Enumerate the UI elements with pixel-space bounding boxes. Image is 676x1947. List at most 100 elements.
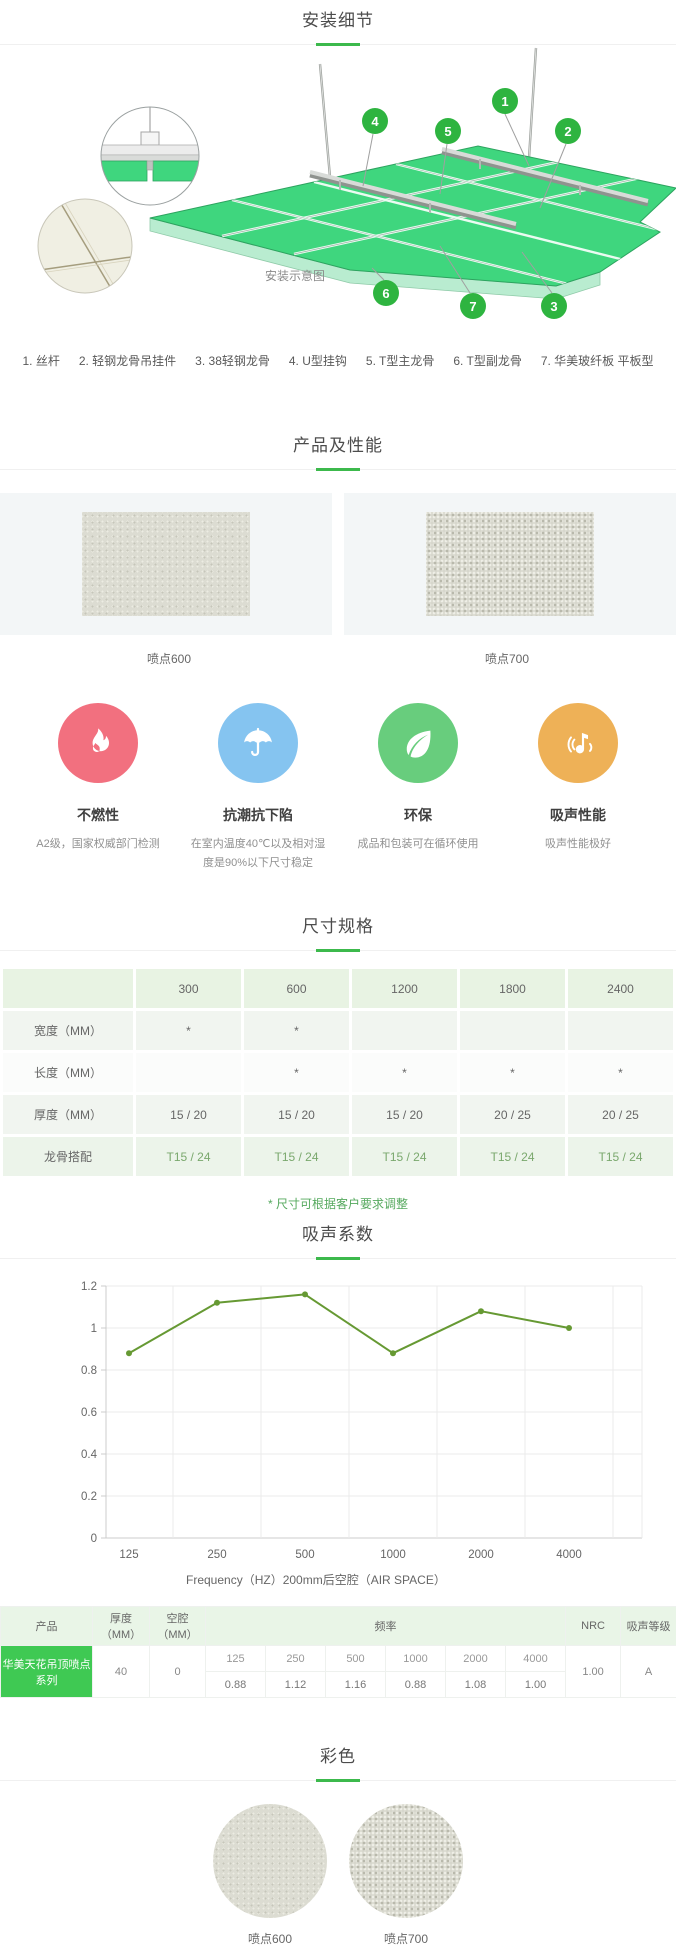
sample-panel-700 bbox=[344, 493, 676, 635]
size-table-header-cell bbox=[3, 969, 133, 1008]
callout-number: 7 bbox=[469, 299, 476, 314]
feature-title: 环保 bbox=[346, 805, 490, 825]
y-tick-label: 0.6 bbox=[81, 1407, 97, 1419]
callout-number: 2 bbox=[564, 124, 571, 139]
callout-number: 1 bbox=[501, 94, 508, 109]
feature-circle-acoustic bbox=[538, 703, 618, 783]
callout-1: 1 bbox=[492, 88, 518, 114]
callout-number: 6 bbox=[382, 286, 389, 301]
legend-item: 6. T型副龙骨 bbox=[453, 352, 521, 369]
chart-point bbox=[214, 1300, 220, 1306]
abs-value-cell: 0.88 bbox=[386, 1672, 446, 1698]
feature-desc: 吸声性能极好 bbox=[506, 835, 650, 854]
size-table-cell: T15 / 24 bbox=[568, 1137, 673, 1176]
callout-7: 7 bbox=[460, 293, 486, 319]
y-tick-label: 0.2 bbox=[81, 1491, 97, 1503]
feature-circle-eco bbox=[378, 703, 458, 783]
divider-green-dash bbox=[316, 1779, 360, 1782]
installation-diagram: 1 2 3 4 5 6 7 安装示意图 bbox=[0, 46, 676, 338]
divider-green-dash bbox=[316, 1257, 360, 1260]
abs-thickness-cell: 40 bbox=[93, 1646, 150, 1698]
hanger-rod bbox=[320, 64, 330, 177]
feature-list: 不燃性 A2级，国家权威部门检测 抗潮抗下陷 在室内温度40℃以及相对湿度是90… bbox=[0, 703, 676, 872]
callout-6: 6 bbox=[373, 280, 399, 306]
size-table-row-label: 龙骨搭配 bbox=[3, 1137, 133, 1176]
x-tick-label: 125 bbox=[119, 1549, 138, 1561]
section-divider bbox=[0, 1779, 676, 1782]
size-table-header-cell: 1800 bbox=[460, 969, 565, 1008]
flame-icon bbox=[80, 725, 116, 761]
size-table-cell: 20 / 25 bbox=[568, 1095, 673, 1134]
size-table-cell bbox=[460, 1011, 565, 1050]
abs-header-frequency: 频率 bbox=[206, 1607, 566, 1646]
texture-swatch-700 bbox=[426, 512, 594, 616]
size-table-cell: * bbox=[244, 1053, 349, 1092]
feature-circle-fireproof bbox=[58, 703, 138, 783]
size-table-cell: * bbox=[460, 1053, 565, 1092]
sample-label-700: 喷点700 bbox=[338, 650, 676, 667]
abs-value-cell: 1.00 bbox=[506, 1672, 566, 1698]
y-tick-label: 0.4 bbox=[81, 1449, 98, 1461]
size-table-cell: T15 / 24 bbox=[460, 1137, 565, 1176]
size-table-cell: 15 / 20 bbox=[352, 1095, 457, 1134]
abs-value-cell: 1.16 bbox=[326, 1672, 386, 1698]
x-tick-label: 500 bbox=[295, 1549, 314, 1561]
abs-nrc-cell: 1.00 bbox=[566, 1646, 621, 1698]
legend-item: 7. 华美玻纤板 平板型 bbox=[541, 352, 654, 369]
y-tick-label: 0.8 bbox=[81, 1365, 97, 1377]
size-table-cell: 20 / 25 bbox=[460, 1095, 565, 1134]
feature-moisture: 抗潮抗下陷 在室内温度40℃以及相对湿度是90%以下尺寸稳定 bbox=[178, 703, 338, 872]
leaf-icon bbox=[400, 725, 436, 761]
section-divider bbox=[0, 1257, 676, 1260]
callout-2: 2 bbox=[555, 118, 581, 144]
color-label-600: 喷点600 bbox=[213, 1930, 327, 1947]
legend-item: 3. 38轻钢龙骨 bbox=[195, 352, 270, 369]
size-table-cell: T15 / 24 bbox=[352, 1137, 457, 1176]
feature-acoustic: 吸声性能 吸声性能极好 bbox=[498, 703, 658, 872]
music-note-icon bbox=[560, 725, 596, 761]
callout-number: 5 bbox=[444, 124, 451, 139]
size-table-cell: 15 / 20 bbox=[244, 1095, 349, 1134]
section-size-specs: 尺寸规格 bbox=[0, 912, 676, 952]
size-table-header-cell: 1200 bbox=[352, 969, 457, 1008]
size-note: * 尺寸可根据客户要求调整 bbox=[0, 1195, 676, 1212]
size-table-cell: * bbox=[244, 1011, 349, 1050]
feature-eco: 环保 成品和包装可在循环使用 bbox=[338, 703, 498, 872]
texture-swatch-600 bbox=[82, 512, 250, 616]
size-table-header-cell: 600 bbox=[244, 969, 349, 1008]
y-tick-label: 1.2 bbox=[81, 1281, 97, 1293]
size-table-cell: * bbox=[136, 1011, 241, 1050]
section-title-size: 尺寸规格 bbox=[0, 912, 676, 937]
abs-header-rating: 吸声等级 bbox=[621, 1607, 676, 1646]
feature-desc: 在室内温度40℃以及相对湿度是90%以下尺寸稳定 bbox=[186, 835, 330, 872]
feature-title: 不燃性 bbox=[26, 805, 170, 825]
size-table-cell: T15 / 24 bbox=[244, 1137, 349, 1176]
feature-fireproof: 不燃性 A2级，国家权威部门检测 bbox=[18, 703, 178, 872]
abs-frequency-cell: 250 bbox=[266, 1646, 326, 1672]
size-table-cell: * bbox=[568, 1053, 673, 1092]
section-divider bbox=[0, 949, 676, 952]
abs-frequency-cell: 500 bbox=[326, 1646, 386, 1672]
chart-point bbox=[566, 1325, 572, 1331]
x-tick-label: 2000 bbox=[468, 1549, 494, 1561]
feature-title: 抗潮抗下陷 bbox=[186, 805, 330, 825]
product-page: { "accent": {"green": "#3cb94c", "panel_… bbox=[0, 6, 676, 1926]
umbrella-icon bbox=[240, 725, 276, 761]
size-table-row-label: 宽度（MM） bbox=[3, 1011, 133, 1050]
abs-header-thickness: 厚度（MM） bbox=[93, 1607, 150, 1646]
legend-item: 2. 轻钢龙骨吊挂件 bbox=[79, 352, 176, 369]
abs-value-cell: 0.88 bbox=[206, 1672, 266, 1698]
abs-header-nrc: NRC bbox=[566, 1607, 621, 1646]
y-tick-label: 1 bbox=[91, 1323, 97, 1335]
legend-item: 5. T型主龙骨 bbox=[366, 352, 434, 369]
color-swatch-700 bbox=[349, 1804, 463, 1918]
diagram-caption: 安装示意图 bbox=[265, 268, 325, 283]
abs-frequency-cell: 1000 bbox=[386, 1646, 446, 1672]
size-table-cell bbox=[568, 1011, 673, 1050]
